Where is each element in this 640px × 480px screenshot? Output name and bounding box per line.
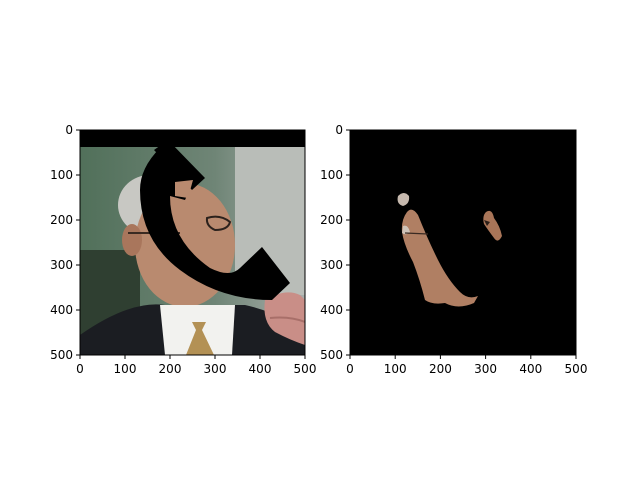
left-y-tick-label: 300 bbox=[50, 258, 73, 272]
left-x-tick-label: 200 bbox=[159, 362, 182, 376]
right-x-tick-label: 400 bbox=[519, 362, 542, 376]
right-y-tick-label: 100 bbox=[320, 168, 343, 182]
left-x-tick-label: 500 bbox=[294, 362, 317, 376]
left-y-tick-label: 400 bbox=[50, 303, 73, 317]
left-axes-frame bbox=[79, 129, 306, 356]
right-y-tick-label: 200 bbox=[320, 213, 343, 227]
left-x-tick-label: 100 bbox=[114, 362, 137, 376]
left-x-tick-label: 0 bbox=[76, 362, 84, 376]
right-x-tick-label: 300 bbox=[474, 362, 497, 376]
right-y-tick-label: 400 bbox=[320, 303, 343, 317]
right-y-tick-label: 300 bbox=[320, 258, 343, 272]
right-y-tick-label: 0 bbox=[335, 123, 343, 137]
left-y-tick-label: 500 bbox=[50, 348, 73, 362]
right-axes-frame bbox=[349, 129, 577, 356]
left-x-tick-label: 300 bbox=[204, 362, 227, 376]
right-x-tick-label: 100 bbox=[384, 362, 407, 376]
right-x-tick-label: 200 bbox=[429, 362, 452, 376]
left-image bbox=[80, 130, 305, 355]
right-x-tick-label: 0 bbox=[346, 362, 354, 376]
right-y-tick-label: 500 bbox=[320, 348, 343, 362]
left-y-tick-label: 100 bbox=[50, 168, 73, 182]
left-x-tick-label: 400 bbox=[249, 362, 272, 376]
left-y-tick-label: 0 bbox=[65, 123, 73, 137]
right-image bbox=[350, 130, 576, 355]
right-x-tick-label: 500 bbox=[565, 362, 588, 376]
left-y-tick-label: 200 bbox=[50, 213, 73, 227]
